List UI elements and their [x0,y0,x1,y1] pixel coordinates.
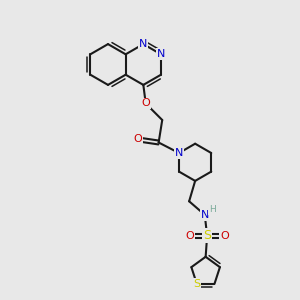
Text: S: S [193,279,200,289]
Text: O: O [185,231,194,241]
Text: N: N [175,148,183,158]
Text: O: O [220,231,229,241]
Text: O: O [134,134,142,145]
Text: N: N [139,39,148,49]
Text: N: N [157,49,165,59]
Text: O: O [141,98,150,109]
Text: H: H [209,205,216,214]
Text: N: N [175,148,183,158]
Text: N: N [201,210,209,220]
Text: S: S [203,229,211,242]
